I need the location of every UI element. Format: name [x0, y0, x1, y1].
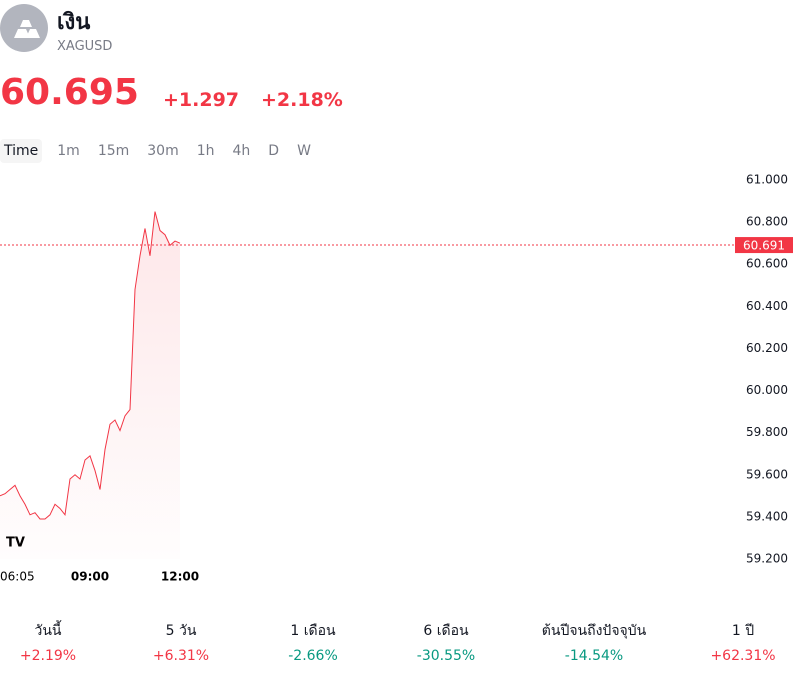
- area-fill: [0, 211, 180, 560]
- symbol-ticker: XAGUSD: [57, 39, 113, 54]
- performance-value: +6.31%: [152, 648, 210, 664]
- performance-value: +62.31%: [710, 648, 776, 664]
- last-price-box: [735, 237, 793, 254]
- y-tick-label: 60.800: [746, 215, 788, 229]
- interval-tabs: Time 1m 15m 30m 1h 4h D W: [0, 139, 320, 163]
- performance-item[interactable]: 6 เดือน -30.55%: [376, 620, 516, 664]
- performance-period: ต้นปีจนถึงปัจจุบัน: [541, 623, 647, 639]
- y-tick-label: 59.600: [746, 467, 788, 481]
- y-tick-label: 60.200: [746, 341, 788, 355]
- symbol-icon: [0, 4, 48, 52]
- interval-tab[interactable]: W: [297, 143, 311, 159]
- performance-period: 1 เดือน: [290, 623, 336, 639]
- interval-tab[interactable]: 1m: [57, 143, 80, 159]
- y-tick-label: 59.200: [746, 552, 788, 566]
- performance-period: 6 เดือน: [423, 623, 469, 639]
- interval-tab[interactable]: 4h: [232, 143, 251, 159]
- interval-tab[interactable]: 1h: [196, 143, 215, 159]
- performance-value: +2.19%: [19, 648, 77, 664]
- interval-tab[interactable]: Time: [0, 139, 43, 163]
- interval-tab[interactable]: 30m: [147, 143, 179, 159]
- performance-item[interactable]: วันนี้ +2.19%: [0, 620, 118, 664]
- performance-value: -2.66%: [288, 648, 338, 664]
- y-tick-label: 60.600: [746, 257, 788, 271]
- performance-period: วันนี้: [34, 623, 62, 639]
- y-tick-label: 60.400: [746, 299, 788, 313]
- chart: TV 59.20059.40059.60059.80060.00060.2006…: [0, 173, 793, 584]
- y-tick-label: 59.400: [746, 509, 788, 523]
- interval-tab[interactable]: 15m: [97, 143, 130, 159]
- performance-item[interactable]: 1 ปี +62.31%: [673, 620, 800, 664]
- performance-item[interactable]: 5 วัน +6.31%: [111, 620, 251, 664]
- price: 60.695: [0, 72, 139, 113]
- performance-value: -14.54%: [564, 648, 624, 664]
- price-change-percent: +2.18%: [261, 89, 343, 111]
- last-price-label: 60.691: [743, 239, 785, 253]
- x-tick-label: 06:05: [0, 570, 35, 584]
- symbol-name: เงิน: [57, 10, 91, 35]
- performance-period: 5 วัน: [165, 623, 197, 639]
- price-line: [0, 211, 181, 520]
- y-tick-label: 60.000: [746, 383, 788, 397]
- performance-value: -30.55%: [416, 648, 476, 664]
- performance-period: 1 ปี: [731, 623, 755, 639]
- x-tick-label: 09:00: [71, 570, 109, 584]
- performance-item[interactable]: ต้นปีจนถึงปัจจุบัน -14.54%: [524, 620, 664, 664]
- interval-tab[interactable]: D: [268, 143, 280, 159]
- y-tick-label: 61.000: [746, 173, 788, 187]
- price-change: +1.297: [163, 89, 240, 111]
- performance-item[interactable]: 1 เดือน -2.66%: [243, 620, 383, 664]
- y-tick-label: 59.800: [746, 425, 788, 439]
- x-tick-label: 12:00: [161, 570, 199, 584]
